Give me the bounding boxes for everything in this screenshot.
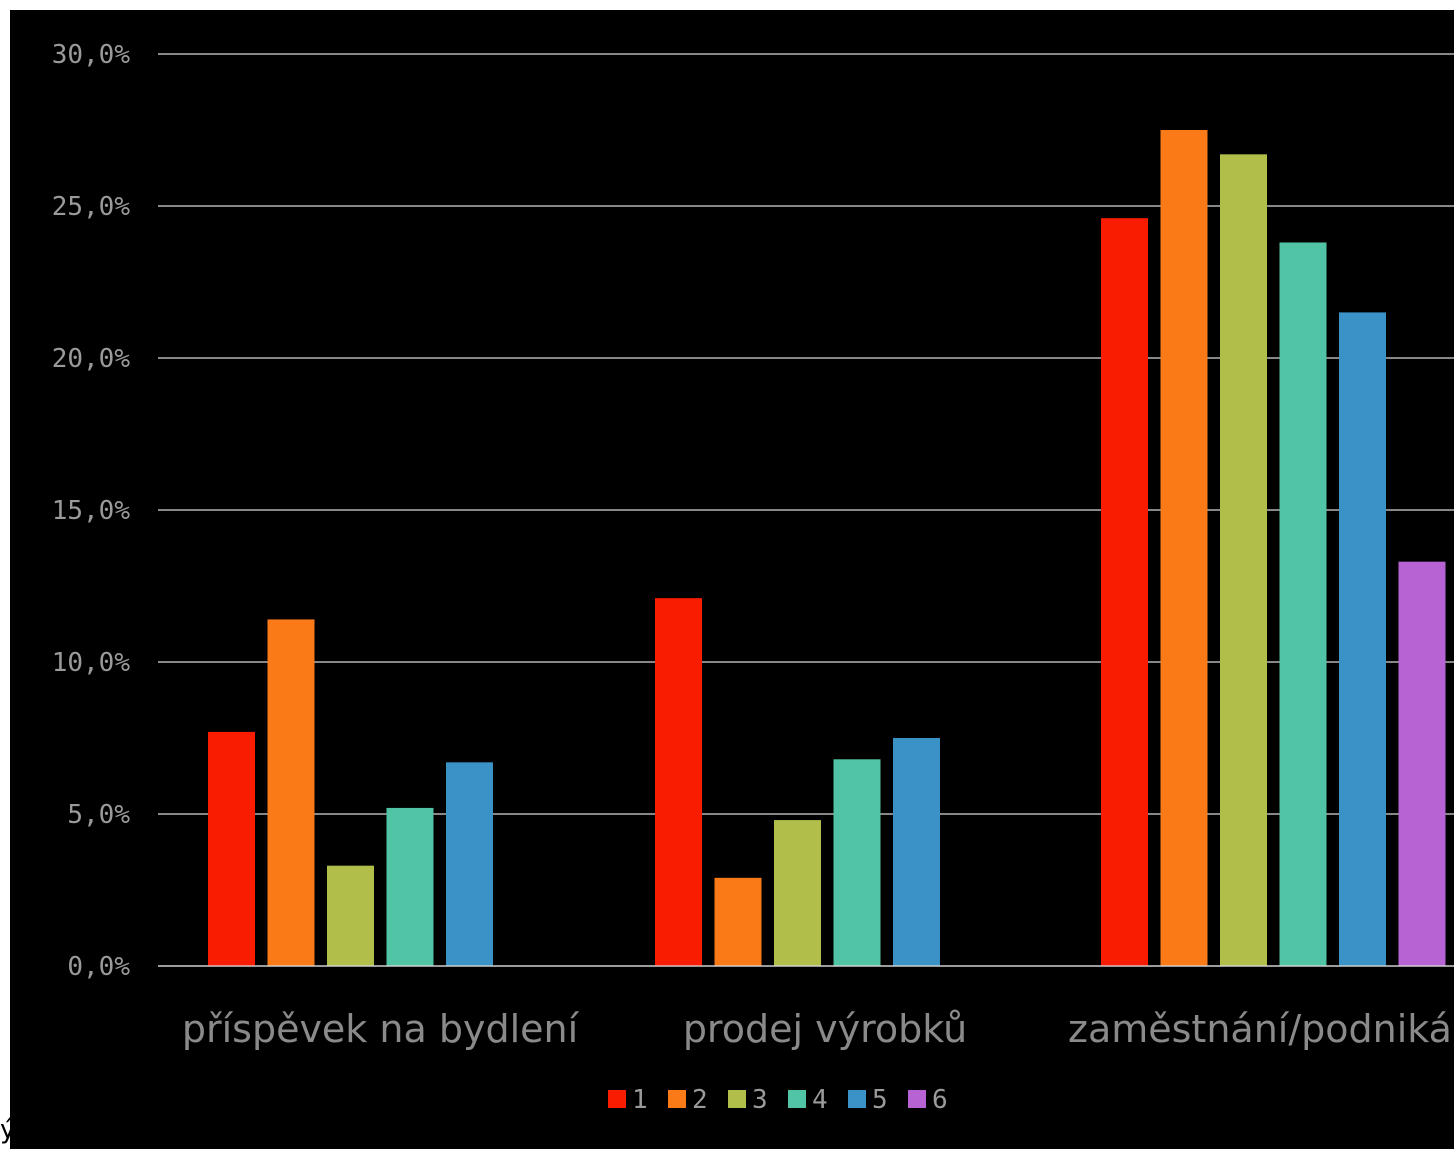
x-category-label: příspěvek na bydlení — [182, 1007, 580, 1051]
edge-text: ý — [0, 1115, 10, 1145]
y-tick-label: 30,0% — [52, 40, 131, 70]
legend-item-1: 1 — [608, 1085, 648, 1115]
bar-series-4 — [1279, 242, 1327, 967]
legend-label: 1 — [632, 1085, 648, 1115]
bar-chart: 0,0% 5,0% 10,0% 15,0% 20,0% 25,0% 30,0% příspě… — [52, 40, 1454, 1115]
y-tick-label: 10,0% — [52, 648, 131, 678]
bar-series-1 — [208, 731, 255, 966]
bar-series-4 — [833, 759, 881, 966]
x-category-label: prodej výrobků — [683, 1007, 967, 1051]
legend-item-6: 6 — [908, 1085, 948, 1115]
bar-series-1 — [655, 598, 702, 966]
legend-item-3: 3 — [728, 1085, 768, 1115]
legend-swatch — [728, 1090, 746, 1108]
legend-swatch — [608, 1090, 626, 1108]
legend-label: 3 — [752, 1085, 768, 1115]
y-tick-label: 20,0% — [52, 344, 131, 374]
chart-area: 0,0% 5,0% 10,0% 15,0% 20,0% 25,0% 30,0% příspě… — [10, 10, 1454, 1149]
bar-series-3 — [327, 865, 374, 966]
legend: 1 2 3 4 5 6 — [608, 1085, 948, 1115]
bar-series-3 — [1220, 154, 1267, 966]
legend-label: 6 — [932, 1085, 948, 1115]
bar-series-2 — [1160, 130, 1208, 966]
bar-series-5 — [446, 762, 493, 966]
x-category-label: zaměstnání/podnikán — [1068, 1007, 1454, 1051]
bar-series-3 — [774, 820, 821, 966]
legend-item-4: 4 — [788, 1085, 828, 1115]
bar-series-2 — [267, 619, 315, 966]
bars — [158, 130, 1454, 967]
legend-swatch — [788, 1090, 806, 1108]
legend-swatch — [848, 1090, 866, 1108]
legend-swatch — [668, 1090, 686, 1108]
legend-item-2: 2 — [668, 1085, 708, 1115]
legend-item-5: 5 — [848, 1085, 888, 1115]
x-axis-category-labels: příspěvek na bydlení prodej výrobků zaměst… — [182, 1007, 1454, 1051]
legend-label: 5 — [872, 1085, 888, 1115]
bar-series-4 — [386, 807, 434, 966]
legend-swatch — [908, 1090, 926, 1108]
bar-series-5 — [1339, 312, 1386, 966]
y-axis-tick-labels: 0,0% 5,0% 10,0% 15,0% 20,0% 25,0% 30,0% — [52, 40, 131, 982]
y-tick-label: 5,0% — [67, 800, 130, 830]
y-tick-label: 15,0% — [52, 496, 131, 526]
bar-series-2 — [714, 877, 762, 966]
legend-label: 2 — [692, 1085, 708, 1115]
bar-series-1 — [1101, 218, 1148, 966]
bar-series-5 — [893, 738, 940, 966]
gridlines — [158, 53, 1454, 967]
y-tick-label: 0,0% — [67, 952, 130, 982]
y-tick-label: 25,0% — [52, 192, 131, 222]
bar-series-6 — [1398, 561, 1446, 966]
legend-label: 4 — [812, 1085, 828, 1115]
